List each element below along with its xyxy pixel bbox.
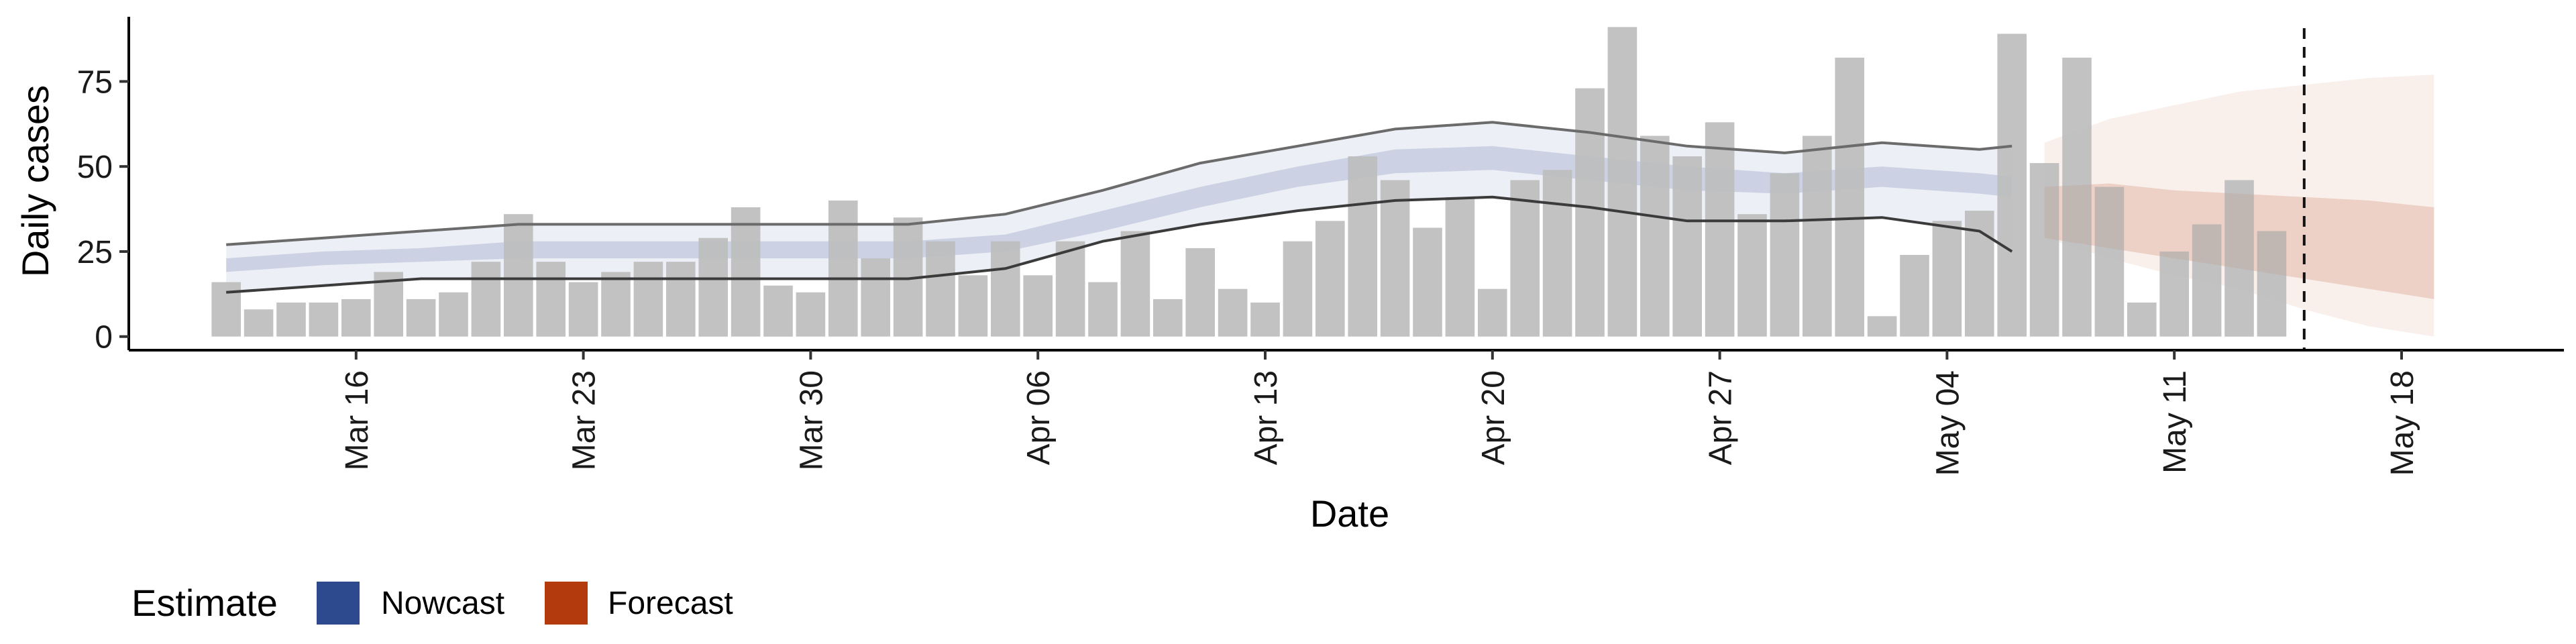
bar-2020-05-02 [1867, 316, 1897, 337]
bar-2020-05-07 [2029, 163, 2059, 337]
nowcast-bands [226, 122, 2012, 292]
legend-label-nowcast: Nowcast [381, 586, 504, 621]
bar-2020-05-06 [1997, 34, 2027, 337]
legend: Estimate Nowcast Forecast [131, 582, 733, 625]
bar-2020-05-01 [1835, 57, 1864, 337]
bar-2020-04-26 [1672, 156, 1702, 337]
x-tick-label-2020-03-30: Mar 30 [794, 370, 829, 470]
x-tick-label-2020-04-06: Apr 06 [1021, 370, 1057, 465]
bar-2020-04-30 [1803, 136, 1832, 337]
bar-2020-05-11 [2159, 251, 2189, 337]
bar-2020-04-21 [1510, 180, 1540, 337]
bar-2020-03-14 [276, 303, 306, 337]
bar-2020-05-14 [2257, 231, 2287, 337]
nowcast-outer-band [226, 122, 2012, 292]
bar-2020-03-15 [309, 303, 339, 337]
bar-2020-04-17 [1380, 180, 1410, 337]
bar-2020-05-10 [2127, 303, 2157, 337]
bar-2020-03-16 [341, 299, 371, 337]
bar-2020-04-15 [1316, 221, 1345, 337]
bar-2020-04-11 [1185, 248, 1215, 337]
bar-2020-04-03 [926, 241, 955, 337]
y-tick-label-75: 75 [77, 64, 113, 100]
bar-2020-03-28 [731, 207, 761, 337]
x-tick-label-2020-03-16: Mar 16 [339, 370, 375, 470]
bar-2020-04-23 [1575, 88, 1605, 337]
bar-2020-03-26 [666, 262, 696, 337]
bar-2020-03-25 [633, 262, 663, 337]
nowcast-upper-line [226, 121, 2012, 246]
x-tick-label-2020-05-04: May 04 [1930, 370, 1966, 476]
x-tick-label-2020-04-27: Apr 27 [1703, 370, 1739, 465]
bar-2020-03-20 [471, 262, 501, 337]
bar-2020-04-18 [1413, 227, 1442, 337]
bar-2020-03-22 [536, 262, 566, 337]
y-tick-label-50: 50 [77, 150, 113, 185]
bar-2020-03-21 [504, 214, 533, 337]
daily-case-bars [211, 27, 2287, 337]
y-axis-title: Daily cases [14, 85, 56, 277]
x-tick-label-2020-03-23: Mar 23 [567, 370, 602, 470]
bar-2020-04-22 [1542, 170, 1572, 337]
x-tick-label-2020-04-20: Apr 20 [1476, 370, 1511, 465]
bar-2020-04-07 [1055, 241, 1085, 337]
x-axis-title: Date [1310, 492, 1389, 535]
bar-2020-04-14 [1283, 241, 1313, 337]
nowcast-lower-line [226, 195, 2013, 294]
x-tick-label-2020-05-11: May 11 [2157, 370, 2193, 474]
bar-2020-03-24 [601, 272, 631, 337]
bar-2020-03-27 [698, 237, 728, 337]
bar-2020-04-16 [1348, 156, 1377, 337]
y-tick-label-0: 0 [95, 320, 113, 356]
bar-2020-04-19 [1445, 197, 1475, 337]
y-tick-label-25: 25 [77, 235, 113, 270]
bar-2020-04-09 [1120, 231, 1150, 337]
bar-2020-03-23 [568, 282, 598, 337]
bar-2020-04-13 [1250, 303, 1280, 337]
bar-2020-04-28 [1737, 214, 1767, 337]
bar-2020-04-04 [958, 275, 988, 337]
bar-2020-04-24 [1607, 27, 1638, 337]
nowcast-bound-lines [226, 121, 2013, 294]
x-tick-label-2020-04-13: Apr 13 [1248, 370, 1284, 465]
x-tick-label-2020-05-18: May 18 [2385, 370, 2420, 476]
bar-2020-05-12 [2192, 224, 2222, 337]
bar-2020-05-04 [1932, 221, 1962, 337]
bar-2020-04-20 [1478, 288, 1507, 337]
bar-2020-04-12 [1218, 288, 1248, 337]
nowcast-inner-band [226, 146, 2012, 272]
bar-2020-05-13 [2224, 180, 2254, 337]
bar-2020-03-31 [828, 200, 858, 337]
bar-2020-03-29 [763, 285, 793, 337]
legend-title: Estimate [131, 582, 278, 624]
bar-2020-05-09 [2094, 186, 2125, 337]
bar-2020-05-08 [2062, 57, 2092, 337]
bar-2020-04-29 [1770, 173, 1800, 337]
bar-2020-04-06 [1023, 275, 1053, 337]
axes: 0 25 50 75 Mar 16 Mar 23 Mar 30 Apr 06 Apr 13 Apr… [77, 17, 2564, 476]
bar-2020-03-30 [796, 292, 826, 337]
bar-2020-04-27 [1705, 122, 1735, 337]
bar-2020-05-03 [1900, 255, 1929, 337]
bar-2020-03-18 [406, 299, 436, 337]
bar-2020-03-13 [244, 309, 274, 337]
forecast-inner-overlay [2044, 183, 2434, 299]
legend-label-forecast: Forecast [608, 586, 733, 621]
bar-2020-04-25 [1640, 136, 1670, 337]
legend-swatch-nowcast [317, 582, 360, 625]
bar-2020-03-19 [439, 292, 468, 337]
forecast-inner-overlay-band [2044, 183, 2434, 299]
legend-swatch-forecast [545, 582, 588, 625]
bar-2020-04-01 [861, 258, 890, 337]
bar-2020-04-08 [1088, 282, 1118, 337]
bar-2020-04-05 [991, 241, 1020, 337]
bar-2020-04-10 [1153, 299, 1183, 337]
